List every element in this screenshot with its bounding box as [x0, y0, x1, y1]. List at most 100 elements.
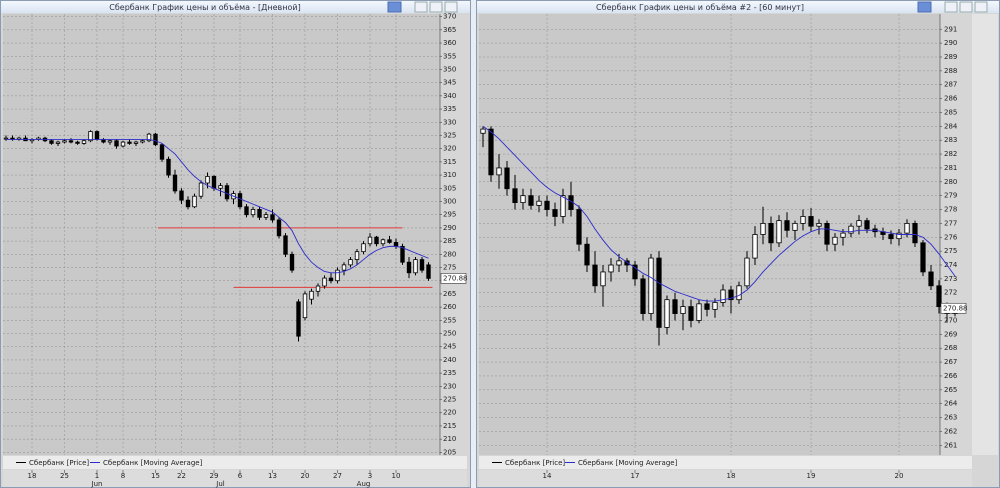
minimize-button[interactable]	[414, 1, 428, 13]
y-tick-label: 275	[443, 264, 456, 272]
y-tick-label: 365	[443, 26, 456, 34]
y-tick-label: 235	[443, 369, 456, 377]
candle-body	[179, 190, 184, 201]
y-tick-label: 220	[443, 409, 456, 417]
candle-body	[257, 209, 262, 218]
x-tick-label: 19	[807, 472, 816, 480]
x-tick-label: 13	[268, 472, 277, 480]
last-price-box	[440, 273, 467, 284]
legend-label: Сбербанк [Price]	[505, 459, 565, 467]
y-tick-label: 230	[443, 382, 456, 390]
y-tick-label: 282	[944, 150, 957, 158]
y-tick-label: 215	[443, 422, 456, 430]
x-axis-bar	[479, 470, 972, 487]
candle-body	[536, 200, 542, 206]
last-price-label: 270.88	[943, 304, 968, 312]
candle-body	[120, 141, 126, 147]
candle-body	[400, 245, 405, 263]
y-tick-label: 274	[944, 261, 958, 269]
candle-body	[270, 214, 275, 221]
legend-label: Сбербанк [Price]	[29, 459, 89, 467]
candle-body	[283, 235, 288, 255]
candle-body	[328, 277, 334, 282]
minimize-button[interactable]	[944, 1, 958, 13]
y-tick-label: 290	[443, 224, 456, 232]
candle-body	[289, 253, 295, 271]
maximize-button[interactable]	[959, 1, 973, 13]
candle-body	[374, 236, 379, 245]
candle-body	[504, 167, 510, 190]
candle-body	[784, 220, 790, 231]
candle-body	[237, 193, 243, 208]
y-tick-label: 280	[944, 178, 957, 186]
candle-body	[752, 234, 758, 259]
candle-body	[680, 306, 686, 314]
month-label: Aug	[357, 480, 371, 488]
maximize-button[interactable]	[429, 1, 443, 13]
pin-button[interactable]	[917, 1, 932, 13]
month-label: Jul	[215, 480, 225, 488]
x-tick-label: 14	[543, 472, 552, 480]
x-tick-label: 8	[121, 472, 125, 480]
y-tick-label: 240	[443, 356, 456, 364]
y-tick-label: 310	[443, 171, 456, 179]
candle-body	[276, 219, 282, 237]
candle-body	[49, 140, 54, 144]
candle-body	[712, 302, 718, 310]
y-tick-label: 287	[944, 81, 957, 89]
candle-body	[3, 137, 9, 140]
last-price-label: 270.88	[443, 274, 468, 282]
y-tick-label: 255	[443, 316, 456, 324]
x-tick-label: 15	[151, 472, 160, 480]
candle-body	[387, 239, 392, 243]
candle-body	[584, 243, 590, 266]
candle-body	[146, 133, 152, 142]
candle-body	[672, 299, 678, 314]
candle-body	[648, 257, 654, 314]
candle-body	[840, 232, 846, 238]
y-tick-label: 278	[944, 206, 957, 214]
candle-body	[218, 185, 223, 189]
candle-body	[166, 158, 171, 176]
y-tick-label: 245	[443, 343, 456, 351]
candle-body	[107, 140, 113, 143]
title-bar	[1, 1, 470, 13]
candle-body	[426, 264, 431, 279]
pin-button[interactable]	[387, 1, 402, 13]
candle-body	[68, 140, 74, 143]
candle-body	[341, 264, 347, 271]
y-tick-label: 315	[443, 158, 456, 166]
candle-body	[348, 259, 353, 266]
y-tick-label: 268	[944, 344, 957, 352]
candle-body	[808, 216, 814, 227]
y-tick-label: 272	[944, 289, 957, 297]
y-tick-label: 260	[443, 303, 456, 311]
y-tick-label: 289	[944, 53, 957, 61]
y-tick-label: 300	[443, 197, 456, 205]
candle-body	[904, 223, 910, 234]
close-button[interactable]	[974, 1, 988, 13]
legend-bar	[479, 456, 972, 469]
candle-body	[94, 131, 100, 140]
y-tick-label: 291	[944, 25, 957, 33]
x-tick-label: 25	[60, 472, 69, 480]
candle-body	[315, 285, 321, 292]
y-tick-label: 275	[944, 247, 957, 255]
y-tick-label: 280	[443, 250, 456, 258]
candle-body	[153, 133, 158, 146]
candle-body	[592, 264, 598, 287]
candle-body	[55, 141, 61, 144]
y-tick-label: 266	[944, 372, 958, 380]
y-tick-label: 288	[944, 67, 957, 75]
candle-body	[322, 277, 327, 287]
candle-body	[656, 257, 662, 328]
candle-body	[302, 293, 308, 319]
y-tick-label: 325	[443, 131, 456, 139]
x-tick-label: 10	[392, 472, 401, 480]
candle-body	[224, 185, 230, 200]
x-tick-label: 18	[727, 472, 736, 480]
candle-body	[688, 306, 694, 321]
legend-bar	[3, 456, 467, 469]
close-button[interactable]	[444, 1, 458, 13]
